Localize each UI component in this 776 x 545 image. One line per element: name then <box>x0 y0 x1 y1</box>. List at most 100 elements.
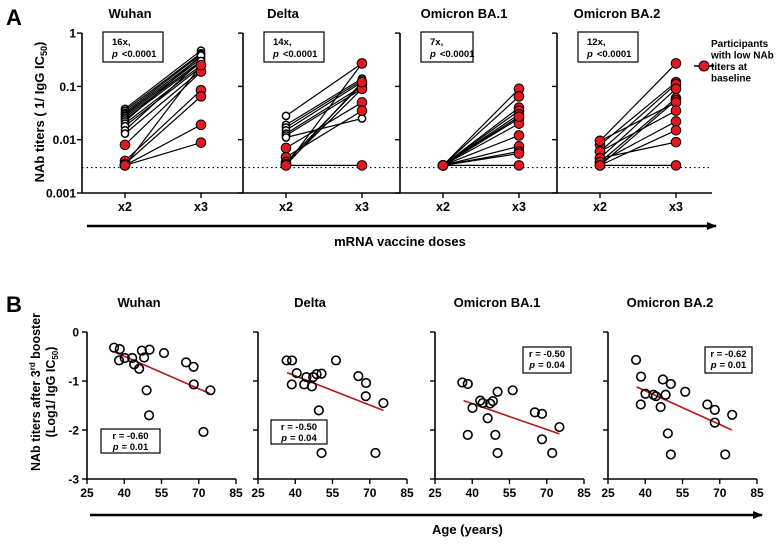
low-baseline-point <box>513 111 525 123</box>
x-tick-label: 40 <box>466 486 480 500</box>
stats-box <box>704 346 753 374</box>
low-baseline-point <box>195 91 207 102</box>
subplot-omicron-ba-1: x2 x3 Omicron BA.1 7x,p <0.0001 <box>395 6 557 214</box>
data-point <box>536 408 548 419</box>
x-tick-label: 25 <box>601 486 615 500</box>
low-baseline-point <box>670 105 682 117</box>
participant-line <box>599 83 677 152</box>
x-tick-label: 85 <box>400 486 414 500</box>
low-baseline-point <box>670 58 682 69</box>
regression-line <box>636 386 733 431</box>
x-tick-label: x3 <box>355 200 369 214</box>
data-point <box>205 385 216 396</box>
low-baseline-point <box>594 160 606 171</box>
y-tick-label: -2 <box>68 424 79 438</box>
subplot-title: Omicron BA.2 <box>627 295 714 310</box>
p-value-label: p = 0.04 <box>280 433 317 444</box>
x-tick-label: x2 <box>436 200 450 214</box>
low-baseline-point <box>670 136 682 148</box>
data-point <box>360 391 371 402</box>
data-point <box>158 347 170 359</box>
x-tick-label: x2 <box>593 200 607 214</box>
participant-line <box>442 152 520 166</box>
data-point <box>198 426 209 438</box>
panel-a-y-axis-label: NAb titers ( 1/ IgG IC50) <box>32 42 49 183</box>
low-baseline-point <box>670 83 682 95</box>
text-span: ) <box>32 42 47 46</box>
low-baseline-point <box>195 119 207 131</box>
stats-box <box>522 346 572 374</box>
data-point <box>630 354 642 366</box>
data-point <box>113 355 125 366</box>
p-value: <0.0001 <box>283 49 318 60</box>
participant-line <box>599 110 677 153</box>
data-point <box>482 413 493 424</box>
subplot-title: Wuhan <box>117 295 160 310</box>
data-point <box>457 377 468 388</box>
data-point <box>353 371 364 382</box>
legend-label: Participants <box>711 39 769 50</box>
participant-line <box>124 58 202 117</box>
p-value-label: p = 0.01 <box>710 360 747 371</box>
participant-line <box>285 79 363 128</box>
data-point <box>727 409 738 420</box>
x-tick-label: 25 <box>428 486 442 500</box>
p-value: = 0.04 <box>538 360 565 371</box>
p-value-label: p = 0.01 <box>112 442 149 453</box>
participant-line <box>124 50 202 110</box>
data-point <box>657 374 668 385</box>
y-tick-label: -3 <box>68 473 79 487</box>
participant-line <box>442 145 520 166</box>
low-baseline-point <box>119 139 131 151</box>
data-point <box>702 399 713 410</box>
participant-line <box>285 117 363 139</box>
participant-point <box>281 111 291 121</box>
data-point <box>709 417 720 428</box>
data-point <box>709 404 720 416</box>
participant-line <box>442 88 520 166</box>
p-value-label: p <0.0001 <box>586 49 632 60</box>
stats-box <box>577 31 639 63</box>
data-point <box>492 447 503 459</box>
participant-line <box>124 53 202 114</box>
x-tick-label: 70 <box>363 486 377 500</box>
subplot-title: Omicron BA.1 <box>421 6 508 21</box>
p-value: <0.0001 <box>597 49 632 60</box>
data-point <box>485 398 496 409</box>
x-tick-label: x3 <box>512 200 526 214</box>
low-baseline-point <box>356 160 368 171</box>
data-point <box>635 399 646 410</box>
low-baseline-point <box>513 91 525 102</box>
data-point <box>286 379 297 390</box>
data-point <box>462 429 473 441</box>
fold-change-label: 14x, <box>273 37 292 48</box>
y-tick-label: -1 <box>68 375 79 389</box>
data-point <box>547 447 558 459</box>
panel-b-y-axis-label-line2: (Log1/ IgG IC50) <box>44 347 60 438</box>
data-point <box>188 361 199 372</box>
text-span: (Log1/ IgG IC <box>44 360 58 438</box>
stats-box <box>263 31 325 63</box>
p-symbol: p <box>272 49 279 60</box>
low-baseline-point <box>594 135 606 147</box>
p-symbol: p <box>528 360 535 371</box>
panel-a-chart: NAb titers ( 1/ IgG IC50)10.10.010.001x2… <box>32 6 717 249</box>
participant-line <box>124 64 202 125</box>
participant-line <box>285 81 363 131</box>
participant-line <box>124 142 202 166</box>
x-tick-label: 40 <box>118 486 132 500</box>
data-point <box>650 391 662 402</box>
panel-label-b: B <box>6 292 22 317</box>
p-value: = 0.01 <box>720 360 747 371</box>
panel-b-chart: NAb titers after 3rd booster(Log1/ IgG I… <box>28 295 764 537</box>
data-point <box>180 357 192 368</box>
low-baseline-point <box>670 160 682 171</box>
participant-line <box>599 101 677 142</box>
data-point <box>301 371 312 383</box>
low-baseline-point <box>437 160 449 171</box>
low-baseline-point <box>513 130 525 141</box>
data-point <box>720 449 731 460</box>
subplot-title: Omicron BA.2 <box>574 6 661 21</box>
text-span: ) <box>44 347 58 351</box>
